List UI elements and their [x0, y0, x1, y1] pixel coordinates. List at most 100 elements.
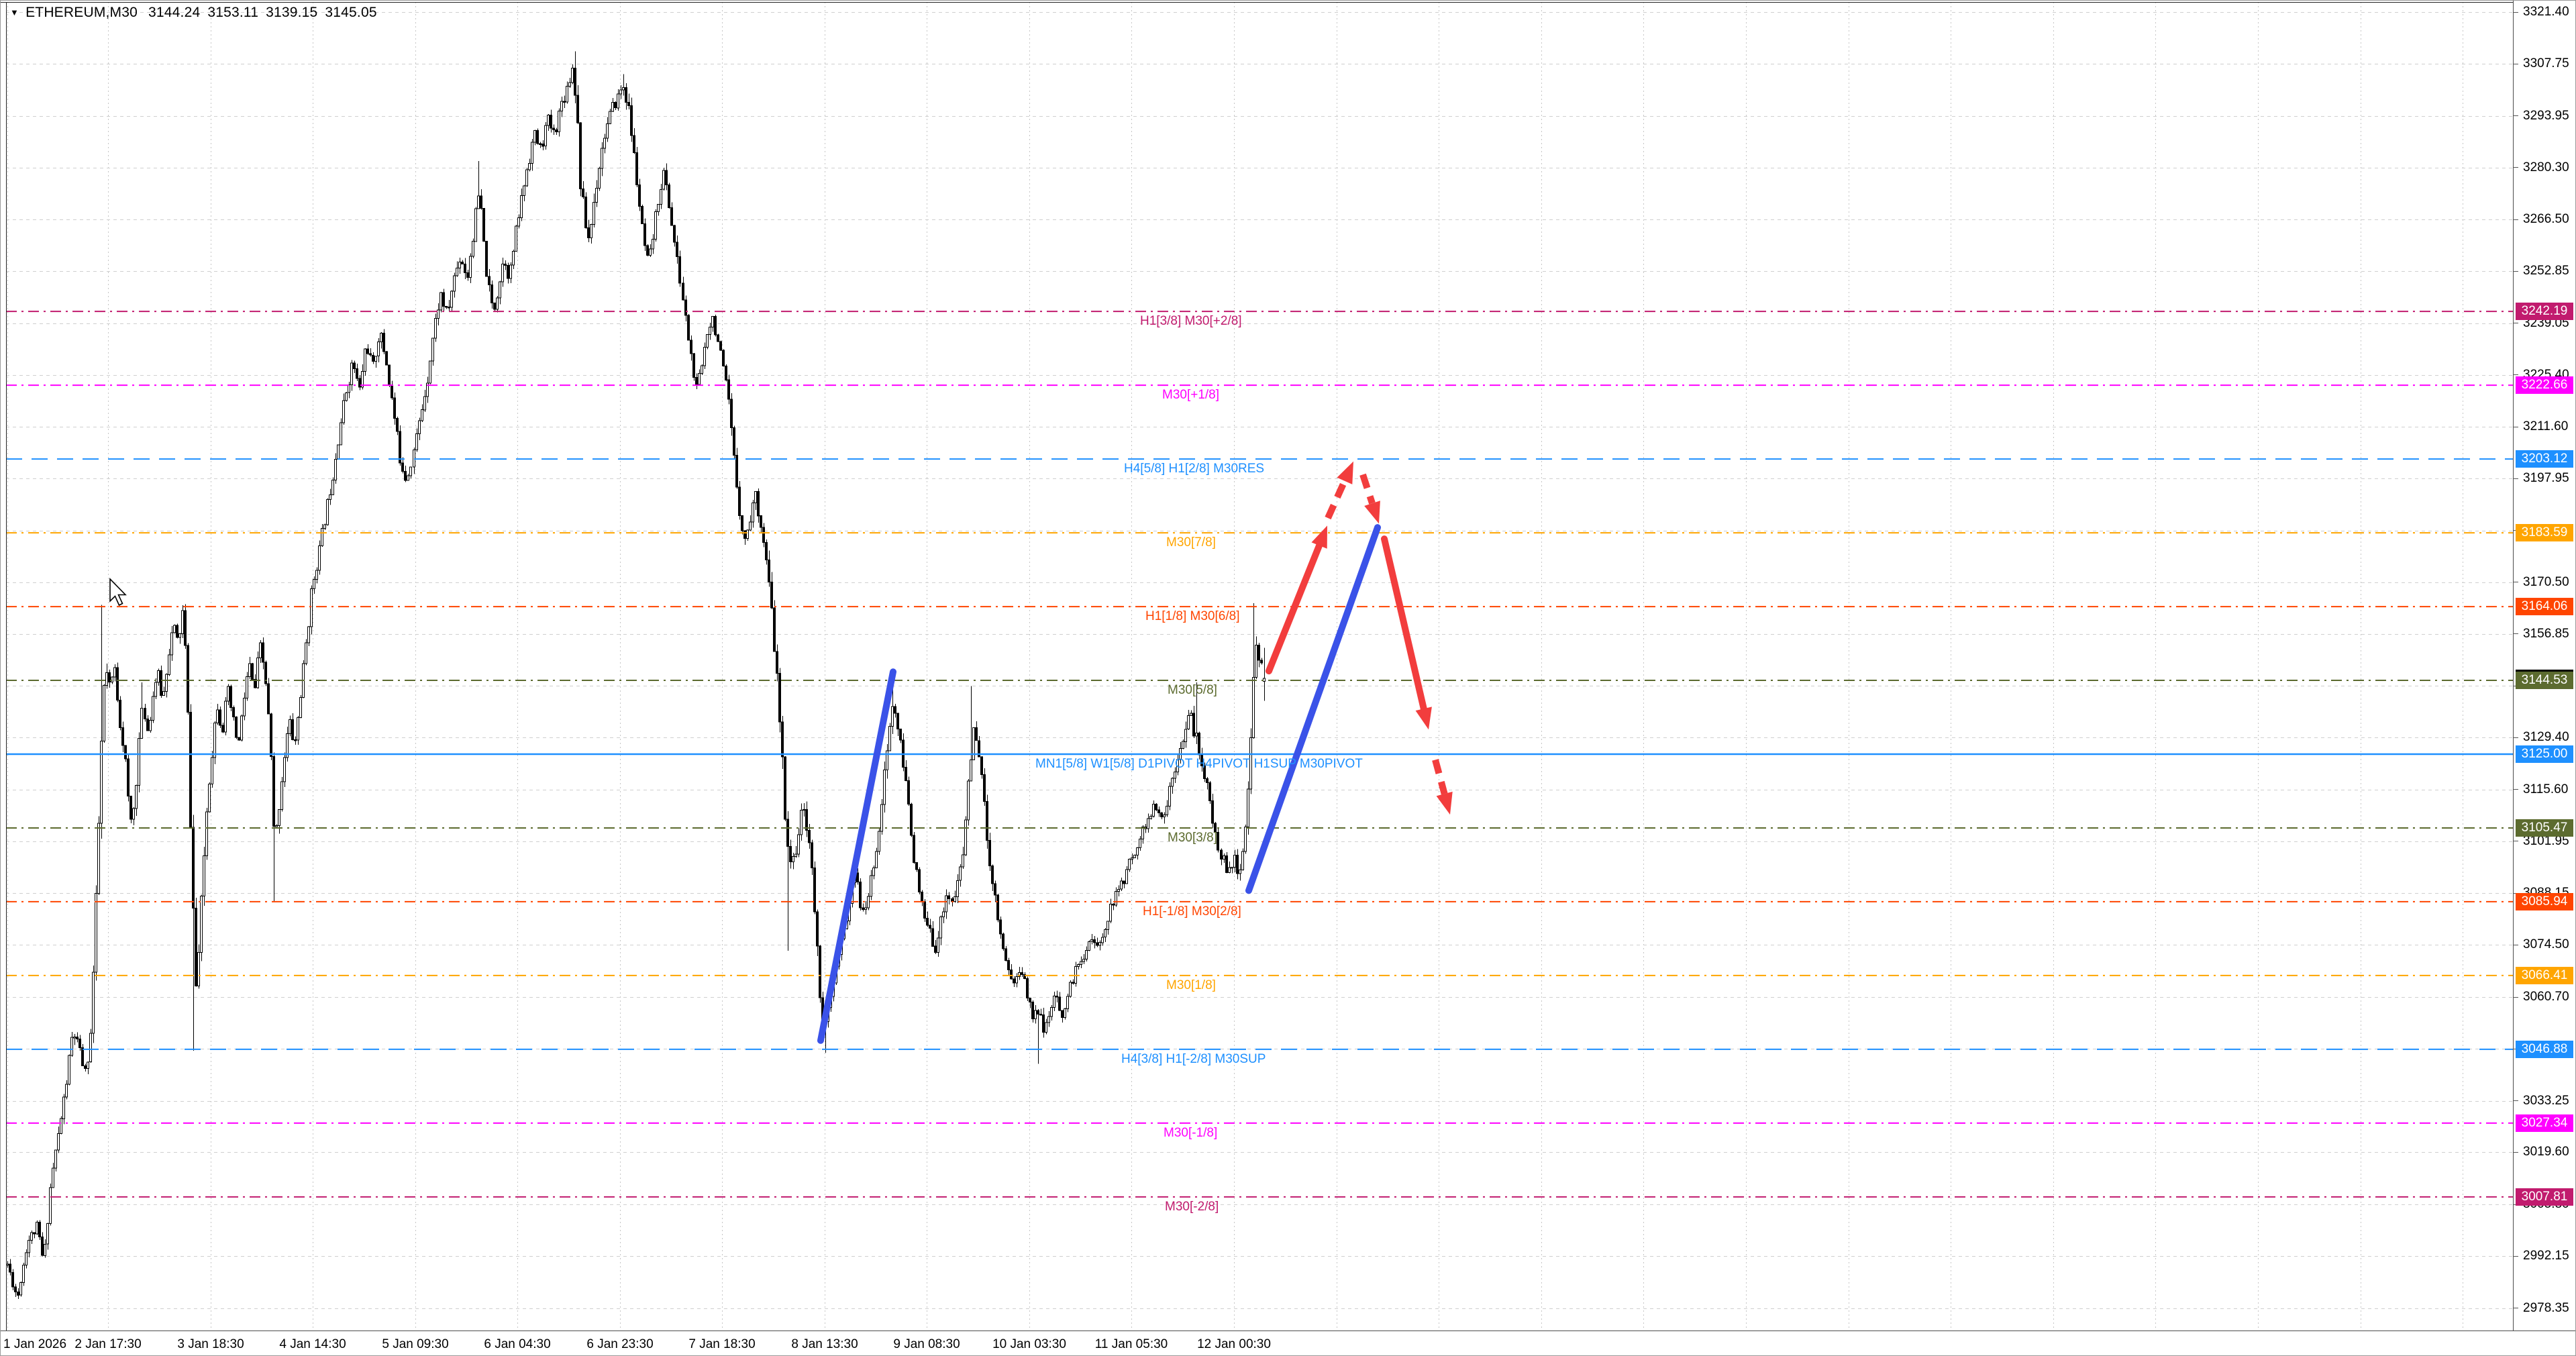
level-label: M30[5/8]	[1168, 683, 1217, 697]
trendline[interactable]	[817, 668, 896, 1044]
bull-candle	[203, 855, 205, 896]
price-badge: 3085.94	[2516, 893, 2573, 910]
bear-candle	[633, 135, 635, 153]
bear-candle	[786, 819, 789, 847]
bull-candle	[162, 691, 165, 696]
bull-candle	[138, 738, 140, 786]
bull-candle	[1176, 759, 1179, 772]
bear-candle	[918, 869, 921, 893]
bear-candle	[121, 727, 124, 746]
time-axis[interactable]: 1 Jan 2026 2 Jan 17:30 3 Jan 18:30 4 Jan 14…	[1, 1331, 2575, 1355]
bear-candle	[17, 1292, 19, 1296]
bull-candle	[711, 316, 714, 328]
bull-candle	[698, 373, 701, 385]
bear-candle	[1010, 970, 1013, 980]
bear-candle	[665, 170, 668, 185]
bear-candle	[1217, 831, 1219, 851]
bull-candle	[409, 466, 412, 476]
down-arrow-line[interactable]	[1359, 473, 1376, 505]
bear-candle	[934, 945, 937, 953]
bull-candle	[259, 642, 262, 659]
bull-candle	[178, 633, 181, 638]
bull-candle	[593, 201, 595, 225]
bear-candle	[907, 780, 910, 805]
bear-candle	[978, 740, 980, 758]
bull-candle	[886, 750, 888, 770]
bull-candle	[1069, 982, 1072, 997]
bear-candle	[442, 292, 445, 307]
bear-candle	[635, 152, 638, 185]
bear-candle	[108, 672, 111, 683]
bull-candle	[331, 479, 334, 495]
bear-candle	[41, 1237, 44, 1256]
bear-candle	[488, 276, 491, 286]
bear-candle	[116, 667, 119, 700]
bear-candle	[1211, 800, 1214, 824]
candle-wicks	[7, 51, 1266, 1299]
price-badge: 3007.81	[2516, 1188, 2573, 1206]
bear-candle	[947, 895, 950, 899]
bull-candle	[803, 809, 805, 811]
bull-candle	[544, 125, 547, 147]
bear-candle	[262, 642, 264, 663]
bull-candle	[1141, 827, 1144, 839]
bull-candle	[1136, 847, 1139, 855]
bear-candle	[1123, 880, 1125, 884]
bull-candle	[1050, 1006, 1053, 1017]
bear-candle	[1042, 1014, 1045, 1033]
bull-candle	[200, 896, 203, 953]
bull-candle	[619, 89, 622, 95]
bear-candle	[625, 87, 627, 103]
bear-candle	[574, 67, 576, 96]
arrowhead-icon	[1415, 707, 1432, 730]
bull-candle	[1195, 733, 1198, 737]
bull-candle	[1077, 963, 1080, 967]
mouse-cursor-icon	[109, 578, 127, 607]
bear-candle	[480, 195, 482, 209]
bear-candle	[673, 225, 676, 243]
level-label: M30[+1/8]	[1162, 388, 1220, 402]
bull-candle	[1074, 966, 1077, 984]
price-tick-label: 3129.40	[2523, 730, 2569, 744]
trendline[interactable]	[1245, 524, 1381, 894]
bear-candle	[366, 348, 369, 354]
bull-candle	[318, 545, 321, 571]
bull-candle	[243, 697, 246, 717]
bull-candle	[105, 672, 108, 686]
symbol-dropdown-icon[interactable]: ▼	[10, 7, 19, 17]
bull-candle	[240, 715, 243, 741]
arrowhead-icon	[1364, 501, 1380, 524]
bull-candle	[310, 588, 313, 627]
level-label: H4[5/8] H1[2/8] M30RES	[1124, 462, 1265, 476]
bull-candle	[499, 281, 501, 299]
bear-candle	[542, 144, 544, 147]
bull-candle	[456, 268, 458, 276]
down-arrow-line[interactable]	[1432, 759, 1448, 795]
bull-candle	[323, 524, 326, 529]
price-badge: 3046.88	[2516, 1041, 2573, 1058]
arrowhead-icon	[1311, 525, 1327, 549]
bear-candle	[727, 379, 730, 400]
price-axis[interactable]: 3321.40 3307.75 3293.95 3280.30 3266.50 3252.…	[2513, 1, 2575, 1333]
bear-candle	[482, 207, 485, 242]
bear-candle	[1157, 809, 1160, 813]
bull-candle	[1115, 891, 1117, 906]
down-arrow-line[interactable]	[1381, 535, 1427, 713]
bull-candle	[1106, 921, 1109, 930]
bull-candle	[334, 459, 337, 480]
bear-candle	[267, 683, 270, 715]
bull-candle	[89, 1033, 92, 1063]
up-arrow-line[interactable]	[1266, 542, 1323, 675]
level-label: H1[-1/8] M30[2/8]	[1143, 904, 1241, 919]
bear-candle	[146, 719, 149, 731]
price-tick-label: 3074.50	[2523, 937, 2569, 951]
up-arrow-line[interactable]	[1325, 479, 1348, 520]
bear-candle	[11, 1271, 14, 1288]
bull-candle	[566, 86, 568, 103]
bear-candle	[358, 378, 361, 388]
bull-candle	[157, 670, 160, 683]
bear-candle	[627, 101, 630, 107]
bear-candle	[1214, 823, 1217, 833]
